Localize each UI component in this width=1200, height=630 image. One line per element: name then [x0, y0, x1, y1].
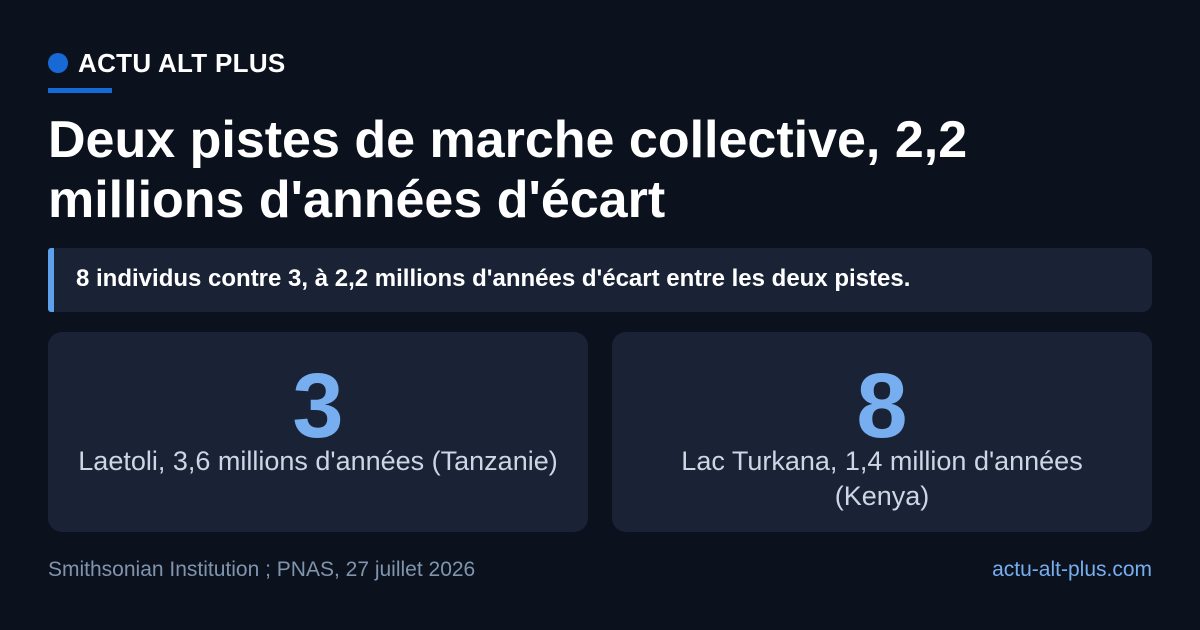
- summary-box: 8 individus contre 3, à 2,2 millions d'a…: [48, 248, 1152, 312]
- brand: ACTU ALT PLUS: [48, 48, 286, 78]
- stat-value: 8: [856, 355, 908, 457]
- stat-card-turkana: 8 Lac Turkana, 1,4 million d'années (Ken…: [612, 332, 1152, 532]
- headline: Deux pistes de marche collective, 2,2 mi…: [48, 111, 968, 229]
- summary-text: 8 individus contre 3, à 2,2 millions d'a…: [76, 265, 911, 292]
- stat-value: 3: [292, 355, 344, 457]
- stat-label: Laetoli, 3,6 millions d'années (Tanzanie…: [78, 446, 558, 476]
- stat-label: Lac Turkana, 1,4 million d'années (Kenya…: [681, 446, 1083, 511]
- brand-name: ACTU ALT PLUS: [78, 48, 286, 78]
- source-credit: Smithsonian Institution ; PNAS, 27 juill…: [48, 558, 476, 581]
- site-link[interactable]: actu-alt-plus.com: [992, 558, 1152, 581]
- brand-dot-icon: [48, 53, 68, 73]
- stat-card-laetoli: 3 Laetoli, 3,6 millions d'années (Tanzan…: [48, 332, 588, 532]
- summary-accent-bar: [48, 248, 54, 312]
- brand-underline: [48, 88, 112, 93]
